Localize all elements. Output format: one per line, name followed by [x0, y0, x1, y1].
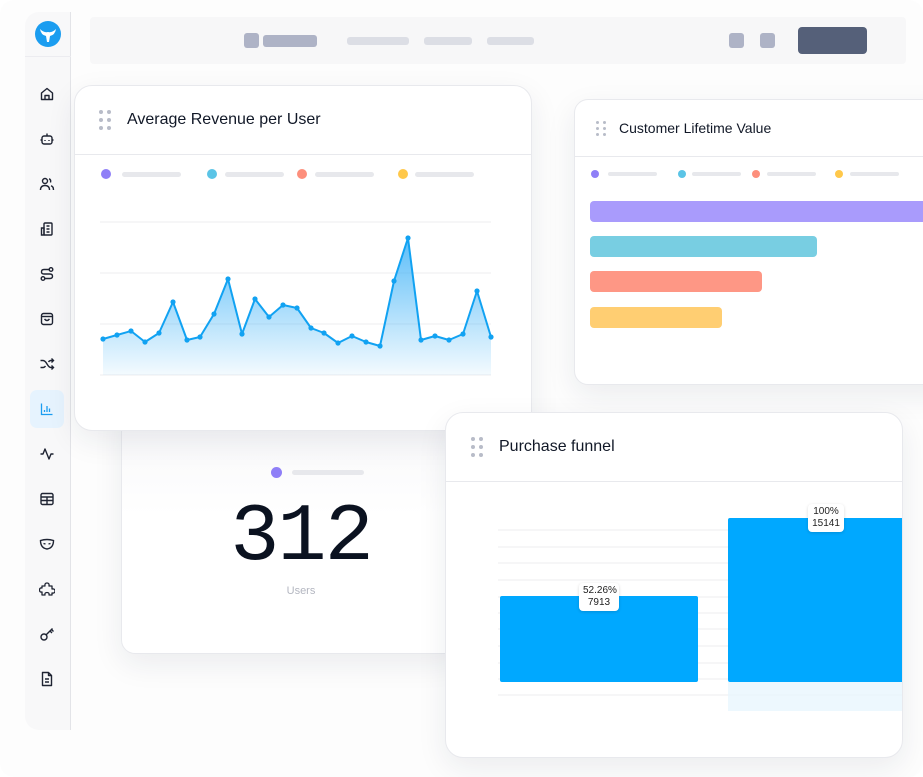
document-icon: [41, 671, 53, 687]
legend-item[interactable]: [678, 170, 741, 178]
funnel-step-1-percent: 52.26%: [583, 585, 617, 596]
arpu-card-header: Average Revenue per User: [75, 86, 531, 155]
sidebar-item-journeys[interactable]: [30, 255, 64, 293]
funnel-step-2-label: 100% 15141: [808, 504, 844, 532]
arpu-area-chart: [100, 221, 494, 376]
users-legend: [271, 467, 364, 478]
sidebar-item-companies[interactable]: [30, 210, 64, 248]
funnel-step-2-count: 15141: [812, 518, 840, 529]
topbar-title-placeholder: [263, 35, 317, 47]
funnel-bar-1: [500, 596, 698, 682]
sidebar-item-home[interactable]: [30, 75, 64, 113]
sidebar-item-bots[interactable]: [30, 120, 64, 158]
funnel-card-header: Purchase funnel: [446, 413, 902, 482]
top-bar: [90, 17, 906, 64]
topbar-icon-placeholder[interactable]: [244, 33, 259, 48]
legend-item[interactable]: [752, 170, 816, 178]
bar-chart-icon: [40, 403, 53, 416]
sidebar-item-events[interactable]: [30, 435, 64, 473]
funnel-chart: [498, 518, 902, 711]
funnel-bar-2: [728, 518, 902, 682]
clv-card-header: Customer Lifetime Value: [575, 100, 923, 157]
funnel-step-1-count: 7913: [587, 597, 611, 608]
users-label: Users: [286, 585, 316, 597]
sidebar-item-experiments[interactable]: [30, 345, 64, 383]
topbar-primary-button[interactable]: [798, 27, 867, 54]
clv-bar-1[interactable]: [590, 201, 923, 222]
clv-bar-3[interactable]: [590, 271, 762, 292]
sidebar-divider: [25, 56, 71, 57]
building-icon: [40, 222, 53, 236]
funnel-step-1-label: 52.26% 7913: [579, 583, 619, 611]
legend-item[interactable]: [835, 170, 899, 178]
legend-dot: [271, 467, 282, 478]
clv-legend: [591, 170, 899, 178]
topbar-tab-placeholder[interactable]: [424, 37, 472, 45]
puzzle-icon: [39, 582, 55, 596]
sidebar-item-privacy[interactable]: [30, 525, 64, 563]
users-metric-card[interactable]: 312 Users: [121, 400, 461, 654]
clv-bar-4[interactable]: [590, 307, 722, 328]
sidebar: [25, 12, 71, 730]
funnel-card-title: Purchase funnel: [499, 438, 615, 455]
shopping-bag-icon: [40, 312, 54, 326]
home-icon: [40, 87, 54, 101]
legend-item[interactable]: [398, 169, 474, 179]
legend-item[interactable]: [207, 169, 284, 179]
users-count: 312: [230, 491, 374, 584]
users-icon: [39, 177, 55, 191]
drag-handle-icon[interactable]: [596, 120, 606, 136]
key-icon: [40, 628, 54, 641]
clv-card-title: Customer Lifetime Value: [619, 120, 772, 136]
arpu-card-title: Average Revenue per User: [127, 111, 321, 128]
sidebar-item-docs[interactable]: [30, 660, 64, 698]
drag-handle-icon[interactable]: [99, 110, 111, 130]
chart-points: [100, 235, 494, 349]
arpu-legend: [101, 169, 474, 179]
activity-icon: [40, 448, 54, 460]
sidebar-item-api-keys[interactable]: [30, 615, 64, 653]
clv-card[interactable]: Customer Lifetime Value: [574, 99, 923, 385]
sidebar-item-products[interactable]: [30, 300, 64, 338]
topbar-action-icon[interactable]: [760, 33, 775, 48]
legend-item[interactable]: [101, 169, 181, 179]
shuffle-icon: [40, 358, 55, 370]
sidebar-item-integrations[interactable]: [30, 570, 64, 608]
drag-handle-icon[interactable]: [471, 437, 483, 457]
arpu-card[interactable]: Average Revenue per User: [74, 85, 532, 431]
legend-item[interactable]: [591, 170, 657, 178]
funnel-dropoff-area: [728, 682, 902, 711]
sidebar-item-analytics[interactable]: [30, 390, 64, 428]
topbar-action-icon[interactable]: [729, 33, 744, 48]
legend-item[interactable]: [297, 169, 374, 179]
whale-tail-logo-icon[interactable]: [34, 20, 62, 48]
topbar-tab-placeholder[interactable]: [347, 37, 409, 45]
purchase-funnel-card[interactable]: Purchase funnel 52.26% 7913: [445, 412, 903, 758]
route-icon: [40, 267, 54, 281]
sidebar-item-data[interactable]: [30, 480, 64, 518]
topbar-tab-placeholder[interactable]: [487, 37, 534, 45]
funnel-step-2-percent: 100%: [813, 506, 839, 517]
table-icon: [40, 492, 54, 506]
chart-area-fill: [103, 238, 491, 375]
legend-label-placeholder: [292, 470, 364, 475]
mask-icon: [39, 538, 55, 550]
clv-bar-2[interactable]: [590, 236, 817, 257]
robot-icon: [40, 133, 54, 145]
sidebar-item-users[interactable]: [30, 165, 64, 203]
